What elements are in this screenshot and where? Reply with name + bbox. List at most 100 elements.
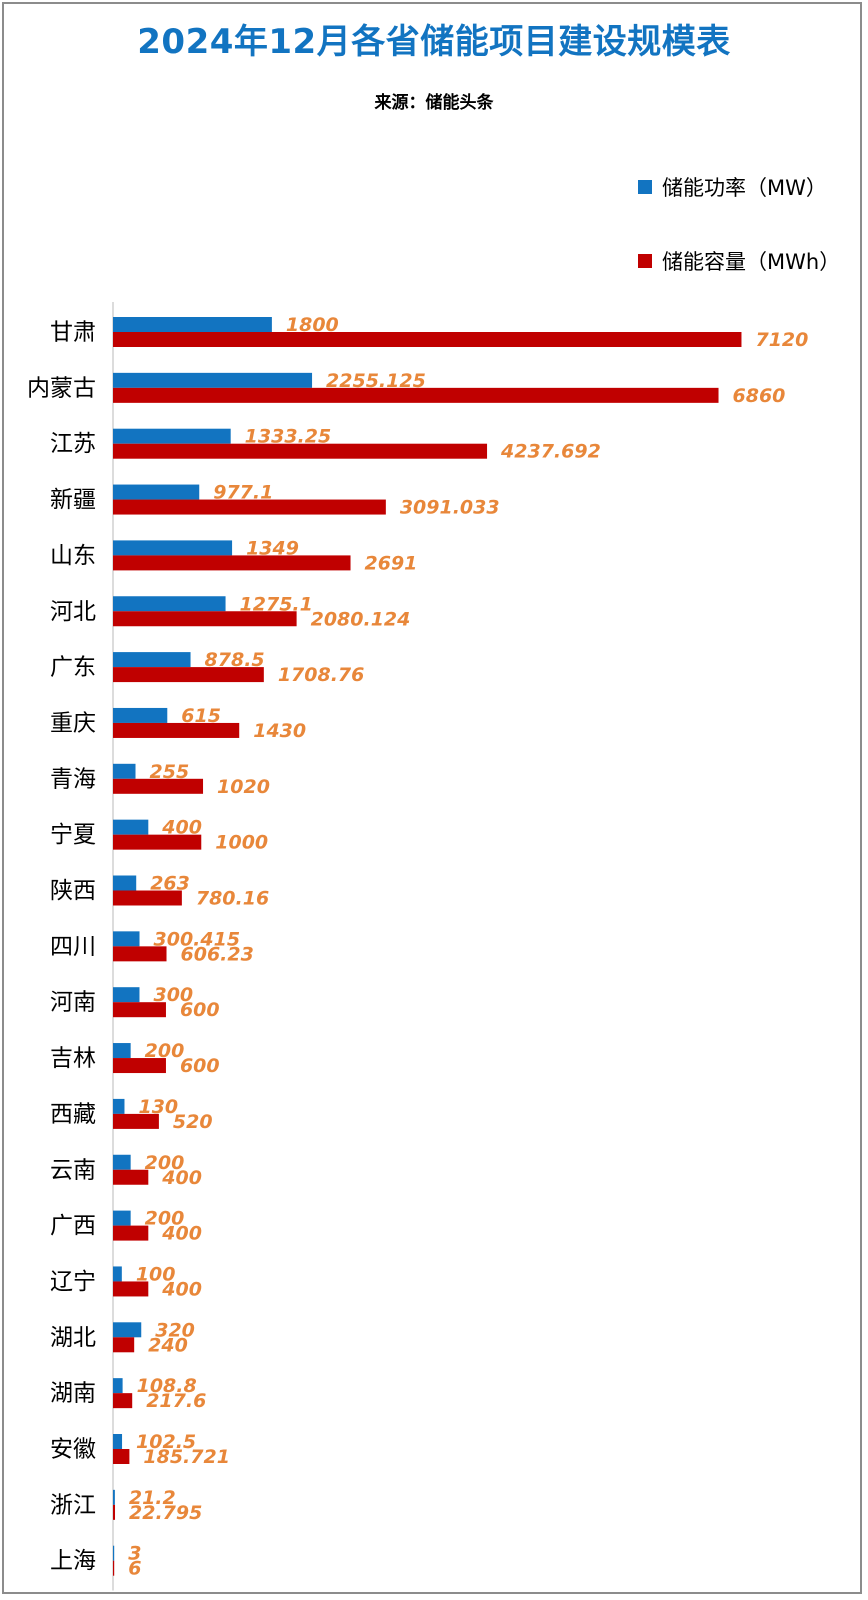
category-label: 四川	[50, 934, 96, 960]
data-label-capacity: 1708.76	[278, 664, 365, 686]
bar-power	[113, 428, 231, 444]
bar-capacity	[113, 1058, 166, 1074]
data-label-capacity: 6860	[733, 385, 786, 407]
data-label-power: 102.5	[136, 1431, 196, 1453]
bar-power	[113, 1322, 142, 1338]
data-label-power: 400	[161, 817, 202, 839]
data-label-capacity: 6	[128, 1558, 141, 1580]
bar-capacity	[113, 1281, 149, 1297]
bar-capacity	[113, 1560, 115, 1576]
data-label-power: 977.1	[213, 482, 273, 504]
data-label-capacity: 600	[180, 1055, 220, 1077]
data-label-power: 1349	[246, 537, 299, 559]
category-label: 广东	[50, 655, 96, 681]
data-label-power: 21.2	[129, 1487, 176, 1509]
data-label-capacity: 22.795	[129, 1502, 202, 1524]
bar-capacity	[113, 1225, 149, 1241]
bar-capacity	[113, 443, 488, 459]
data-label-power: 878.5	[205, 649, 265, 671]
data-label-power: 2255.125	[326, 370, 426, 392]
category-label: 河南	[50, 990, 96, 1016]
chart-title: 2024年12月各省储能项目建设规模表	[137, 22, 731, 62]
bar-power	[113, 1043, 131, 1059]
data-label-capacity: 7120	[755, 329, 808, 351]
bar-power	[113, 1434, 123, 1449]
bar-capacity	[113, 1504, 116, 1520]
data-label-capacity: 400	[161, 1167, 202, 1189]
category-label: 新疆	[50, 487, 96, 513]
legend-swatch-power	[638, 180, 652, 194]
data-label-capacity: 185.721	[143, 1446, 230, 1468]
category-label: 湖南	[50, 1381, 96, 1407]
bar-power	[113, 707, 168, 723]
bar-power	[113, 1098, 125, 1114]
category-label: 上海	[50, 1548, 96, 1574]
bar-capacity	[113, 834, 202, 850]
bar-capacity	[113, 1393, 133, 1409]
bar-capacity	[113, 1169, 149, 1185]
category-label: 重庆	[50, 710, 96, 736]
data-label-capacity: 400	[161, 1223, 202, 1245]
bar-capacity	[113, 1113, 159, 1129]
legend-label-capacity: 储能容量（MWh）	[662, 250, 841, 274]
data-label-capacity: 2691	[365, 552, 418, 574]
data-label-capacity: 520	[173, 1111, 213, 1133]
bar-capacity	[113, 555, 351, 571]
bar-capacity	[113, 332, 742, 347]
data-label-power: 263	[150, 873, 190, 895]
bar-power	[113, 1210, 131, 1226]
bar-capacity	[113, 890, 182, 906]
data-label-power: 200	[145, 1208, 185, 1230]
data-label-capacity: 1430	[253, 720, 306, 742]
data-label-capacity: 240	[148, 1334, 188, 1356]
bar-capacity	[113, 1449, 130, 1464]
bar-power	[113, 1266, 122, 1282]
bar-power	[113, 540, 233, 556]
data-label-capacity: 1020	[217, 776, 270, 798]
data-label-power: 1275.1	[240, 593, 313, 615]
data-label-capacity: 400	[161, 1278, 202, 1300]
category-label: 陕西	[50, 878, 96, 904]
bar-power	[113, 875, 137, 891]
bar-capacity	[113, 387, 719, 403]
data-label-power: 108.8	[137, 1375, 197, 1397]
bar-capacity	[113, 1002, 166, 1018]
data-label-capacity: 600	[180, 999, 220, 1021]
bar-power	[113, 1545, 115, 1561]
category-label: 云南	[50, 1157, 96, 1183]
bar-power	[113, 931, 140, 947]
bar-power	[113, 317, 272, 332]
legend-label-power: 储能功率（MW）	[662, 176, 827, 200]
category-label: 宁夏	[50, 822, 96, 848]
bar-power	[113, 987, 140, 1003]
data-label-power: 200	[145, 1040, 185, 1062]
data-label-power: 300	[153, 984, 193, 1006]
legend-item-capacity: 储能容量（MWh）	[638, 246, 840, 276]
data-label-power: 130	[138, 1096, 178, 1118]
bar-power	[113, 763, 136, 779]
bar-capacity	[113, 499, 386, 515]
category-label: 内蒙古	[27, 375, 96, 401]
data-label-power: 615	[181, 705, 221, 727]
data-label-power: 1800	[286, 314, 339, 336]
legend-item-power: 储能功率（MW）	[638, 172, 827, 202]
data-label-capacity: 217.6	[146, 1390, 206, 1412]
data-label-capacity: 606.23	[181, 943, 254, 965]
bar-capacity	[113, 667, 264, 683]
category-label: 青海	[50, 766, 96, 792]
bar-capacity	[113, 1337, 135, 1353]
data-label-power: 255	[150, 761, 190, 783]
data-label-capacity: 1000	[215, 832, 268, 854]
bar-capacity	[113, 946, 167, 962]
data-label-power: 1333.25	[245, 426, 332, 448]
data-label-power: 200	[145, 1152, 185, 1174]
bar-capacity	[113, 722, 240, 738]
data-label-power: 3	[128, 1543, 141, 1565]
bar-power	[113, 372, 313, 388]
bar-power	[113, 652, 191, 668]
category-label: 西藏	[50, 1101, 96, 1127]
category-label: 浙江	[50, 1492, 96, 1518]
bar-power	[113, 484, 200, 500]
data-label-power: 300.415	[154, 928, 241, 950]
